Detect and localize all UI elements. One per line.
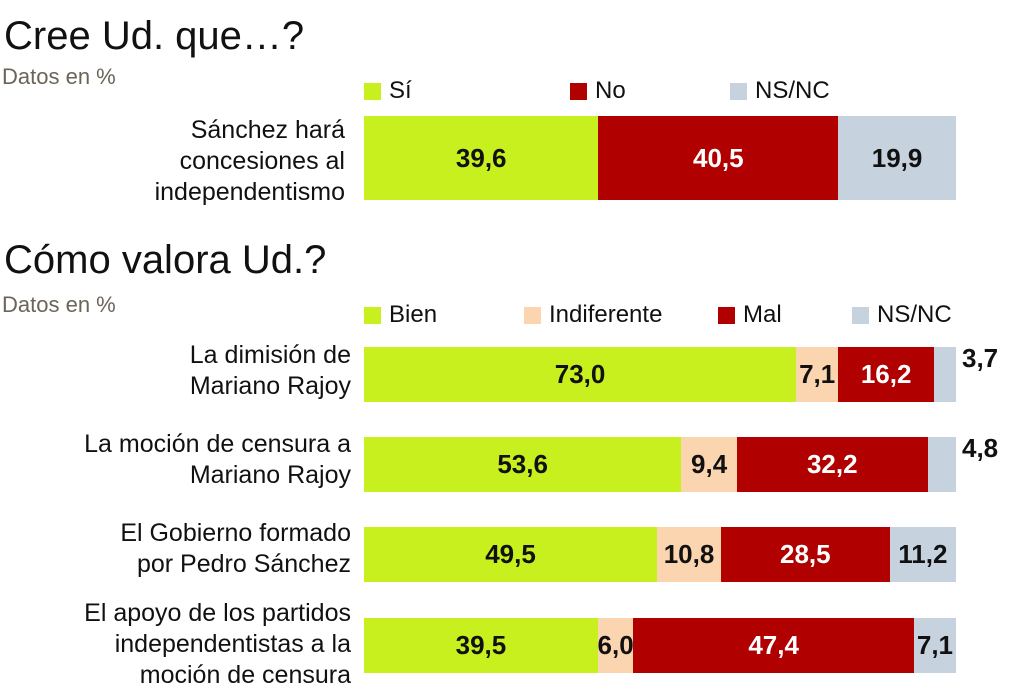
bar-segment-indiferente: 6,0 bbox=[598, 618, 634, 673]
chart-2-row-label-1: La moción de censura a Mariano Rajoy bbox=[84, 429, 351, 491]
legend-swatch-mal bbox=[718, 306, 735, 324]
chart-2-legend: Bien Indiferente Mal NS/NC bbox=[364, 300, 1004, 330]
chart-1-subtitle: Datos en % bbox=[2, 64, 116, 89]
legend-swatch-si bbox=[364, 82, 381, 100]
legend-swatch-bien bbox=[364, 306, 381, 324]
bar-segment-bien: 53,6 bbox=[364, 437, 682, 492]
bar-value-label: 40,5 bbox=[692, 142, 744, 173]
legend-label-no: No bbox=[595, 77, 626, 104]
bar-value-label: 11,2 bbox=[898, 539, 948, 569]
legend-item-nsnc-2: NS/NC bbox=[852, 301, 952, 329]
chart-2-row-label-3: El apoyo de los partidos independentista… bbox=[84, 598, 351, 691]
bar-value-label: 53,6 bbox=[497, 449, 548, 479]
bar-segment-bien: 73,0 bbox=[364, 347, 797, 402]
bar-segment-bien: 49,5 bbox=[364, 527, 658, 582]
chart-2-bar-row-1: 53,6 9,4 32,2 4,8 bbox=[364, 433, 998, 492]
row-label-line: moción de censura bbox=[139, 661, 351, 689]
legend-label-si: Sí bbox=[389, 77, 412, 104]
bar-value-label-outside: 4,8 bbox=[962, 433, 999, 463]
chart-2-title: Cómo valora Ud.? bbox=[4, 238, 327, 282]
chart-2-row-label-0: La dimisión de Mariano Rajoy bbox=[190, 340, 351, 402]
bar-segment-indiferente: 7,1 bbox=[796, 347, 839, 402]
chart-1-row-label-0: Sánchez hará concesiones al independenti… bbox=[155, 115, 345, 208]
chart-1-bar-row-0: 39,6 40,5 19,9 bbox=[364, 116, 956, 200]
legend-item-no: No bbox=[570, 77, 626, 105]
bar-value-label: 7,1 bbox=[916, 630, 954, 660]
bar-segment-nsnc: 19,9 bbox=[838, 116, 956, 200]
chart-2-subtitle: Datos en % bbox=[2, 292, 116, 317]
bar-segment-mal: 32,2 bbox=[736, 437, 928, 492]
bar-segment-nsnc: 7,1 bbox=[913, 618, 956, 673]
row-label-line: Sánchez hará bbox=[190, 116, 345, 144]
legend-item-mal: Mal bbox=[718, 301, 782, 329]
stacked-bar: 53,6 9,4 32,2 bbox=[364, 437, 956, 492]
stacked-bar: 39,6 40,5 19,9 bbox=[364, 116, 956, 200]
bar-segment-mal: 16,2 bbox=[838, 347, 935, 402]
bar-value-label-outside: 3,7 bbox=[962, 343, 999, 373]
row-label-line: por Pedro Sánchez bbox=[136, 550, 351, 578]
bar-segment-mal: 28,5 bbox=[720, 527, 890, 582]
row-label-line: independentismo bbox=[154, 178, 345, 206]
bar-segment-nsnc bbox=[927, 437, 956, 492]
bar-segment-nsnc bbox=[934, 347, 956, 402]
legend-swatch-nsnc-2 bbox=[852, 306, 869, 324]
stacked-bar: 49,5 10,8 28,5 11,2 bbox=[364, 527, 956, 582]
legend-label-bien: Bien bbox=[389, 301, 438, 328]
bar-value-label: 73,0 bbox=[554, 359, 606, 389]
bar-value-label: 19,9 bbox=[871, 142, 923, 173]
bar-segment-no: 40,5 bbox=[598, 116, 839, 200]
chart-2-bar-row-0: 73,0 7,1 16,2 3,7 bbox=[364, 343, 998, 402]
legend-item-indiferente: Indiferente bbox=[524, 301, 662, 329]
legend-swatch-indiferente bbox=[524, 306, 541, 324]
bar-segment-mal: 47,4 bbox=[633, 618, 914, 673]
stacked-bar: 39,5 6,0 47,4 7,1 bbox=[364, 618, 956, 673]
bar-value-label: 7,1 bbox=[799, 359, 836, 389]
stacked-bar: 73,0 7,1 16,2 bbox=[364, 347, 956, 402]
bar-segment-nsnc: 11,2 bbox=[889, 527, 956, 582]
row-label-line: El Gobierno formado bbox=[120, 519, 351, 547]
chart-1-legend: Sí No NS/NC bbox=[364, 76, 964, 106]
bar-value-label: 9,4 bbox=[691, 449, 728, 479]
chart-2-row-label-2: El Gobierno formado por Pedro Sánchez bbox=[120, 518, 351, 580]
row-label-line: La dimisión de bbox=[189, 341, 351, 369]
row-label-line: Mariano Rajoy bbox=[189, 372, 351, 400]
bar-value-label: 49,5 bbox=[485, 539, 536, 569]
row-label-line: El apoyo de los partidos bbox=[84, 599, 351, 627]
legend-item-nsnc: NS/NC bbox=[730, 77, 830, 105]
row-label-line: La moción de censura a bbox=[84, 430, 351, 458]
bar-value-label: 28,5 bbox=[780, 539, 831, 569]
chart-2-bar-row-3: 39,5 6,0 47,4 7,1 bbox=[364, 618, 956, 673]
legend-label-nsnc-2: NS/NC bbox=[877, 301, 952, 328]
bar-value-label: 39,6 bbox=[455, 142, 507, 173]
bar-value-label: 47,4 bbox=[748, 630, 799, 660]
row-label-line: concesiones al bbox=[179, 147, 345, 175]
bar-value-label: 39,5 bbox=[455, 630, 507, 660]
legend-item-bien: Bien bbox=[364, 301, 437, 329]
row-label-line: independentistas a la bbox=[114, 630, 351, 658]
chart-1-title: Cree Ud. que…? bbox=[4, 14, 305, 58]
bar-value-label: 16,2 bbox=[860, 359, 912, 389]
bar-value-label: 10,8 bbox=[663, 539, 715, 569]
bar-segment-indiferente: 10,8 bbox=[657, 527, 721, 582]
bar-value-label: 32,2 bbox=[806, 449, 858, 479]
bar-segment-indiferente: 9,4 bbox=[681, 437, 737, 492]
chart-2-bar-row-2: 49,5 10,8 28,5 11,2 bbox=[364, 527, 956, 582]
bar-segment-si: 39,6 bbox=[364, 116, 599, 200]
bar-value-label: 6,0 bbox=[597, 630, 634, 660]
legend-label-nsnc: NS/NC bbox=[755, 77, 830, 104]
legend-label-mal: Mal bbox=[743, 301, 782, 328]
bar-segment-bien: 39,5 bbox=[364, 618, 598, 673]
legend-swatch-no bbox=[570, 82, 587, 100]
row-label-line: Mariano Rajoy bbox=[189, 461, 351, 489]
legend-swatch-nsnc bbox=[730, 82, 747, 100]
legend-label-indiferente: Indiferente bbox=[549, 301, 663, 328]
legend-item-si: Sí bbox=[364, 77, 412, 105]
